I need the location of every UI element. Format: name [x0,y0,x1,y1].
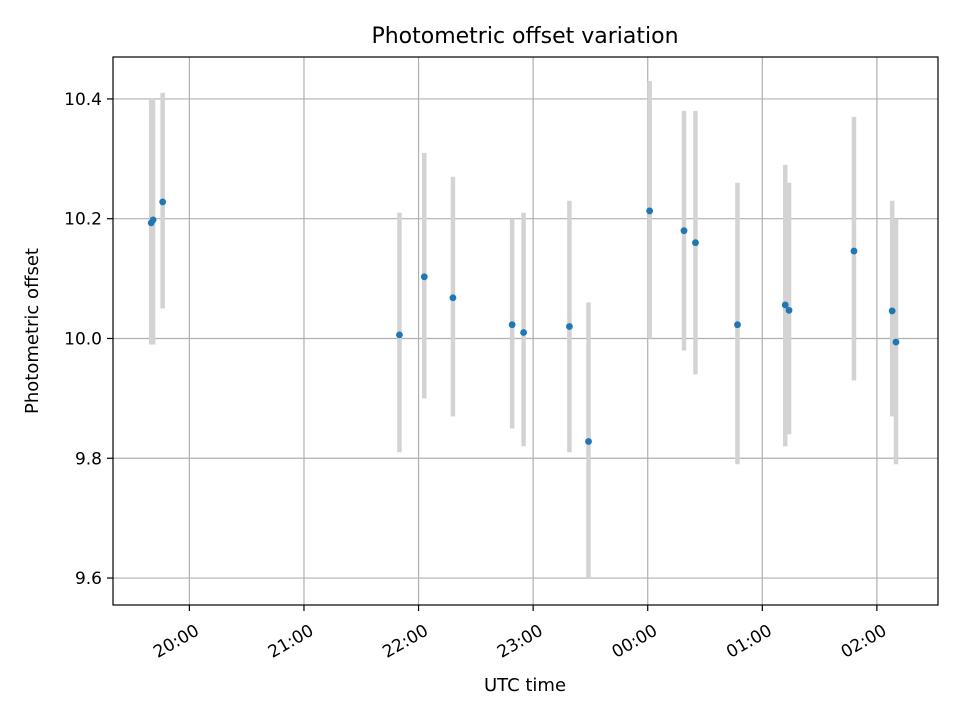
data-point [888,307,896,315]
y-tick-label: 9.6 [75,569,102,589]
data-point [646,207,654,215]
data-point [420,273,428,281]
plot-frame [112,56,939,606]
data-point [566,323,573,330]
data-point [159,198,167,206]
data-point [508,321,516,329]
data-point [850,247,858,255]
data-point-layer [147,198,900,445]
y-axis-label: Photometric offset [22,248,43,414]
y-tick-label: 10.2 [64,210,102,230]
data-point [892,338,900,346]
x-axis-label: UTC time [484,675,566,696]
data-point [585,438,592,445]
data-point [149,216,157,224]
data-point [449,294,457,302]
data-point [692,239,699,247]
data-point [785,306,793,314]
data-point [781,301,789,309]
y-tick-label: 10.0 [64,329,102,349]
data-point [520,329,527,336]
y-tick-label: 9.8 [75,449,102,469]
y-tick-label: 10.4 [64,90,102,110]
data-point [734,321,741,329]
chart-title: Photometric offset variation [371,24,678,49]
data-point [396,331,403,339]
data-point [680,227,688,235]
